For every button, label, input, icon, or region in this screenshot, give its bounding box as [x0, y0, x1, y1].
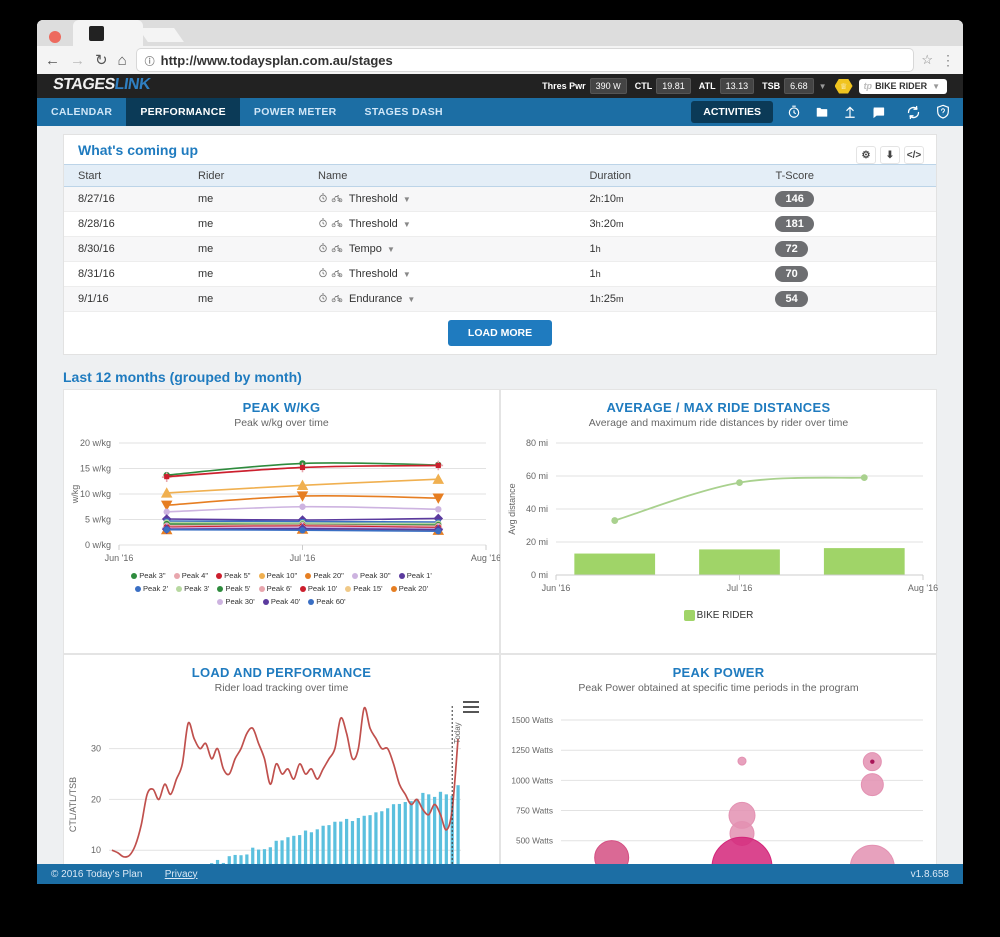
- svg-text:Jun '16: Jun '16: [105, 553, 134, 563]
- svg-text:500 Watts: 500 Watts: [516, 836, 553, 846]
- svg-text:0 w/kg: 0 w/kg: [85, 540, 111, 550]
- svg-text:Avg distance: Avg distance: [507, 483, 517, 534]
- svg-text:Aug '16: Aug '16: [471, 553, 501, 563]
- svg-text:Jul '16: Jul '16: [290, 553, 316, 563]
- svg-text:5 w/kg: 5 w/kg: [85, 515, 111, 525]
- svg-text:80 mi: 80 mi: [526, 438, 548, 448]
- svg-text:1500 Watts: 1500 Watts: [511, 715, 553, 725]
- svg-text:20 mi: 20 mi: [526, 537, 548, 547]
- svg-text:10: 10: [91, 845, 101, 855]
- svg-text:20: 20: [91, 794, 101, 804]
- svg-text:Jun '16: Jun '16: [542, 583, 571, 593]
- svg-text:750 Watts: 750 Watts: [516, 806, 553, 816]
- svg-text:40 mi: 40 mi: [526, 504, 548, 514]
- svg-text:30: 30: [91, 744, 101, 754]
- svg-text:1000 Watts: 1000 Watts: [511, 775, 553, 785]
- svg-text:Today: Today: [453, 722, 462, 743]
- svg-text:1250 Watts: 1250 Watts: [511, 745, 553, 755]
- svg-text:10 w/kg: 10 w/kg: [80, 489, 111, 499]
- svg-text:CTL/ATL/TSB: CTL/ATL/TSB: [68, 777, 78, 832]
- svg-text:20 w/kg: 20 w/kg: [80, 438, 111, 448]
- svg-text:0 mi: 0 mi: [531, 570, 548, 580]
- svg-text:Aug '16: Aug '16: [908, 583, 938, 593]
- svg-text:60 mi: 60 mi: [526, 471, 548, 481]
- svg-text:Jul '16: Jul '16: [727, 583, 753, 593]
- svg-text:w/kg: w/kg: [70, 485, 80, 505]
- svg-text:15 w/kg: 15 w/kg: [80, 464, 111, 474]
